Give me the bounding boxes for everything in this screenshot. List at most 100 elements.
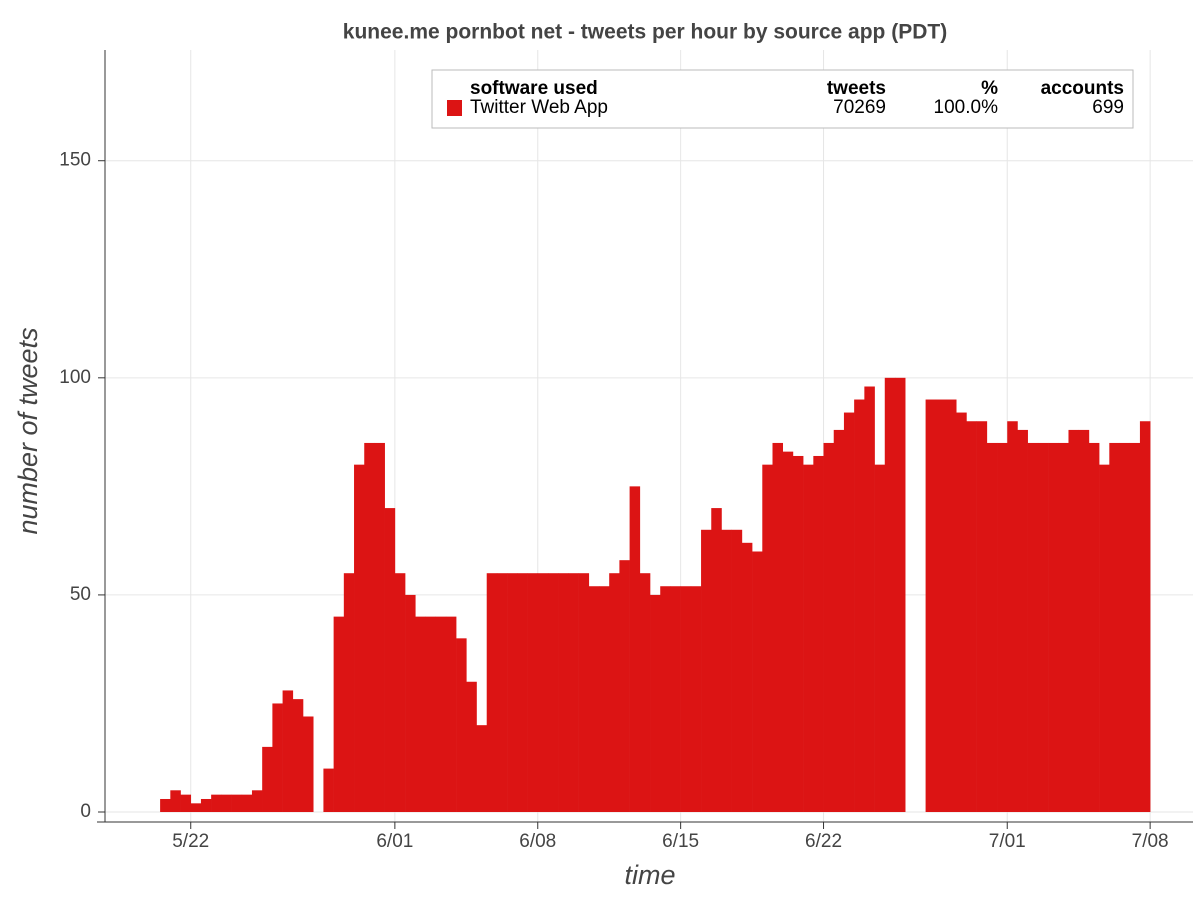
bar — [782, 451, 794, 813]
bar — [292, 699, 304, 813]
bar — [211, 794, 222, 813]
bar — [864, 386, 875, 813]
bar — [854, 399, 865, 813]
bar — [1109, 442, 1120, 813]
bar — [1007, 421, 1018, 813]
bar — [650, 594, 661, 813]
bar — [466, 681, 477, 813]
bar — [558, 573, 569, 813]
bar — [435, 616, 447, 813]
bar — [1078, 429, 1090, 813]
bar — [680, 586, 692, 813]
bar — [997, 442, 1008, 813]
bar — [1037, 442, 1049, 813]
bar — [507, 573, 518, 813]
bar — [721, 529, 732, 813]
legend-box — [431, 69, 1134, 129]
bar — [343, 573, 355, 813]
legend-header: software used — [470, 78, 598, 99]
x-tick-label: 7/08 — [1132, 831, 1169, 852]
bar — [517, 573, 528, 813]
bar — [1027, 442, 1039, 813]
bar — [231, 794, 243, 813]
bar — [874, 464, 886, 813]
bar — [200, 798, 212, 813]
bar — [374, 442, 385, 813]
bar — [1129, 442, 1141, 813]
y-tick-label: 150 — [59, 150, 91, 171]
bar — [445, 616, 457, 813]
bar — [251, 790, 263, 813]
bar — [568, 573, 579, 813]
bar — [741, 542, 753, 813]
bar — [619, 560, 630, 813]
bar — [476, 725, 488, 813]
y-axis-label: number of tweets — [13, 327, 43, 534]
bar — [803, 464, 814, 813]
x-tick-label: 6/08 — [519, 831, 556, 852]
x-tick-label: 6/01 — [376, 831, 413, 852]
bar — [384, 508, 396, 813]
bar — [456, 638, 467, 813]
bars — [160, 377, 1151, 813]
bar — [966, 421, 977, 813]
bar — [394, 573, 406, 813]
bar — [262, 746, 273, 813]
bar — [537, 573, 549, 813]
bar — [1048, 442, 1059, 813]
y-tick-label: 0 — [80, 801, 91, 822]
bar — [527, 573, 539, 813]
legend-header: accounts — [1041, 78, 1124, 99]
bar — [660, 586, 671, 813]
bar — [241, 794, 253, 813]
bar — [486, 573, 498, 813]
bar — [925, 399, 937, 813]
bar — [690, 586, 702, 813]
bar — [190, 803, 202, 813]
bar — [1068, 429, 1079, 813]
bar — [701, 529, 712, 813]
bar — [823, 442, 835, 813]
bar — [364, 442, 375, 813]
bar — [160, 798, 171, 813]
bar — [303, 716, 314, 813]
bar — [415, 616, 426, 813]
legend-cell: 70269 — [833, 97, 886, 118]
bar — [1017, 429, 1028, 813]
bar — [711, 508, 722, 813]
x-axis-label: time — [624, 860, 675, 890]
legend-swatch — [447, 100, 462, 116]
bar — [272, 703, 283, 813]
bar — [792, 455, 804, 813]
chart-title: kunee.me pornbot net - tweets per hour b… — [343, 21, 947, 44]
bar — [813, 455, 824, 813]
x-tick-label: 6/15 — [662, 831, 699, 852]
bar — [333, 616, 345, 813]
bar — [762, 464, 773, 813]
bar — [935, 399, 947, 813]
bar — [282, 690, 294, 813]
bar — [180, 794, 192, 813]
bar — [547, 573, 559, 813]
grid: 0 50 100 150 5/22 6/01 6/08 6/15 6/22 7/01 7/08 — [59, 50, 1193, 852]
bar — [1099, 464, 1110, 813]
bar — [639, 573, 651, 813]
bar — [598, 586, 610, 813]
bar — [670, 586, 681, 813]
bar — [752, 551, 763, 813]
bar — [221, 794, 232, 813]
bar — [956, 412, 967, 813]
bar — [894, 377, 906, 813]
bar — [588, 586, 600, 813]
bar — [578, 573, 590, 813]
bar — [1088, 442, 1100, 813]
y-tick-label: 50 — [70, 584, 91, 605]
x-tick-label: 7/01 — [989, 831, 1026, 852]
bar — [354, 464, 365, 813]
bar — [425, 616, 436, 813]
bar — [772, 442, 784, 813]
bar — [976, 421, 988, 813]
bar — [629, 486, 641, 813]
